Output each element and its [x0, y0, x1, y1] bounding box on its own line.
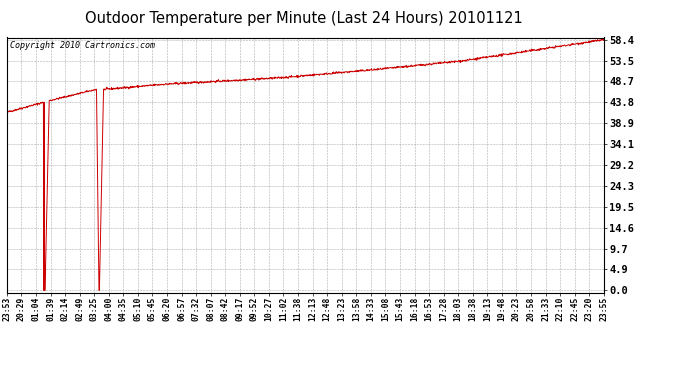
Text: Outdoor Temperature per Minute (Last 24 Hours) 20101121: Outdoor Temperature per Minute (Last 24 … — [85, 11, 522, 26]
Text: Copyright 2010 Cartronics.com: Copyright 2010 Cartronics.com — [10, 41, 155, 50]
